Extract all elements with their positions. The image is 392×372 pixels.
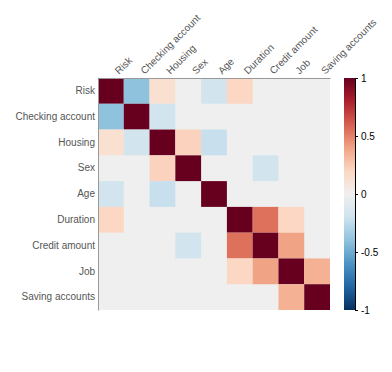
- y-tick: Saving accounts: [22, 291, 98, 302]
- x-tick: Age: [214, 56, 236, 78]
- x-tick-label: Sex: [190, 56, 210, 76]
- x-axis: RiskChecking accountHousingSexAgeDuratio…: [99, 12, 379, 78]
- cell: [253, 155, 279, 181]
- cell: [175, 155, 201, 181]
- y-axis-line: [98, 79, 99, 311]
- cell: [175, 130, 201, 156]
- y-tick-label: Sex: [78, 162, 95, 173]
- cell: [150, 155, 176, 181]
- x-tick: Credit amount: [266, 24, 320, 78]
- y-tick-label: Job: [79, 266, 96, 277]
- y-tick: Risk: [76, 85, 98, 96]
- y-tick-label: Checking account: [16, 111, 96, 122]
- x-tick-label: Risk: [113, 54, 135, 76]
- cell: [227, 207, 253, 233]
- x-tick-label: Saving accounts: [319, 17, 379, 77]
- cell: [175, 233, 201, 259]
- colorbar-tick-mark: [355, 78, 358, 79]
- y-tick: Credit amount: [32, 240, 98, 251]
- cell: [278, 207, 304, 233]
- x-tick-label: Job: [293, 57, 312, 76]
- cell: [304, 258, 330, 284]
- cell: [98, 207, 124, 233]
- cell: [124, 130, 150, 156]
- cell: [98, 130, 124, 156]
- colorbar-tick-mark: [355, 252, 358, 253]
- colorbar-tick-label: 1: [361, 73, 367, 84]
- cell: [150, 104, 176, 130]
- y-tick-label: Housing: [58, 137, 95, 148]
- cell: [201, 130, 227, 156]
- y-tick-label: Saving accounts: [22, 291, 95, 302]
- cell: [201, 181, 227, 207]
- y-tick-label: Age: [77, 188, 95, 199]
- y-tick: Job: [79, 266, 98, 277]
- colorbar-tick: 1: [355, 73, 367, 84]
- x-tick-label: Credit amount: [267, 24, 319, 76]
- colorbar-tick-mark: [355, 194, 358, 195]
- y-tick-label: Risk: [76, 85, 96, 96]
- colorbar-tick: 0.5: [355, 131, 375, 142]
- colorbar-tick-label: 0: [361, 189, 367, 200]
- cell: [278, 233, 304, 259]
- cells: [98, 78, 330, 310]
- x-tick: Risk: [111, 54, 135, 78]
- cell: [150, 181, 176, 207]
- colorbar-axis: 1 0.5 0 -0.5 -1: [355, 73, 379, 316]
- y-tick: Checking account: [16, 111, 99, 122]
- cell: [98, 181, 124, 207]
- y-axis: Risk Checking account Housing Sex Age Duratio…: [16, 79, 99, 311]
- x-tick: Housing: [162, 43, 197, 78]
- plot-background: [98, 78, 330, 310]
- y-tick: Age: [77, 188, 98, 199]
- y-tick-label: Duration: [57, 214, 95, 225]
- x-tick: Sex: [188, 56, 210, 78]
- colorbar-axis-line: [356, 79, 359, 311]
- cell: [201, 78, 227, 104]
- cell: [253, 233, 279, 259]
- cell: [253, 258, 279, 284]
- x-axis-line: [99, 78, 331, 79]
- cell: [98, 104, 124, 130]
- colorbar-tick-mark: [355, 136, 358, 137]
- cell: [227, 78, 253, 104]
- x-tick: Job: [291, 57, 312, 78]
- cell: [227, 258, 253, 284]
- y-tick: Housing: [58, 137, 98, 148]
- x-tick-label: Age: [216, 56, 237, 77]
- colorbar-tick: 0: [355, 189, 367, 200]
- colorbar-tick-label: -1: [361, 305, 370, 316]
- cell: [227, 233, 253, 259]
- chart-container: RiskChecking accountHousingSexAgeDuratio…: [0, 0, 392, 372]
- colorbar: [344, 78, 355, 310]
- colorbar-tick-label: 0.5: [361, 131, 375, 142]
- cell: [124, 78, 150, 104]
- chart: RiskChecking accountHousingSexAgeDuratio…: [0, 0, 392, 372]
- colorbar-tick: -0.5: [355, 247, 379, 258]
- x-tick: Saving accounts: [317, 17, 378, 78]
- cell: [150, 78, 176, 104]
- cell: [150, 130, 176, 156]
- y-tick: Sex: [78, 162, 98, 173]
- cell: [278, 284, 304, 310]
- y-tick: Duration: [57, 214, 98, 225]
- colorbar-tick-mark: [355, 310, 358, 311]
- y-tick-label: Credit amount: [32, 240, 95, 251]
- cell: [124, 104, 150, 130]
- colorbar-tick-label: -0.5: [361, 247, 379, 258]
- colorbar-tick: -1: [355, 305, 370, 316]
- cell: [98, 78, 124, 104]
- cell: [304, 284, 330, 310]
- cell: [253, 207, 279, 233]
- cell: [278, 258, 304, 284]
